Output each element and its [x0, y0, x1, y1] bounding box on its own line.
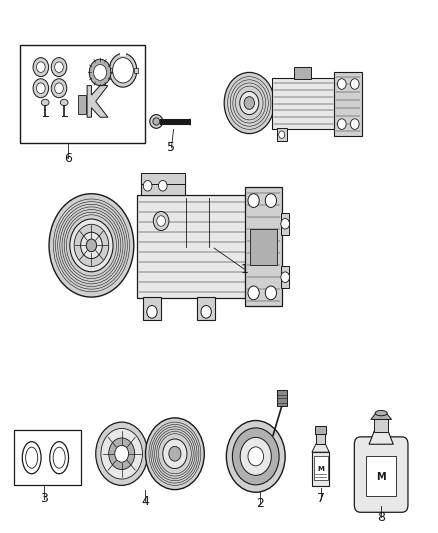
Circle shape	[115, 445, 129, 462]
Circle shape	[94, 64, 106, 80]
Circle shape	[36, 83, 45, 93]
Circle shape	[55, 62, 64, 72]
Text: 4: 4	[141, 495, 149, 508]
Bar	[134, 68, 138, 73]
Bar	[141, 173, 185, 184]
Circle shape	[248, 447, 264, 466]
Bar	[315, 426, 326, 434]
Circle shape	[86, 239, 97, 252]
Circle shape	[89, 59, 111, 86]
Bar	[141, 175, 185, 195]
Circle shape	[74, 224, 109, 266]
Polygon shape	[369, 431, 393, 444]
Circle shape	[265, 286, 276, 300]
Text: 7: 7	[317, 492, 325, 505]
Circle shape	[265, 193, 276, 207]
Circle shape	[226, 421, 285, 492]
Circle shape	[51, 79, 67, 98]
Circle shape	[157, 216, 166, 227]
Bar	[316, 433, 325, 444]
Circle shape	[240, 91, 259, 115]
Bar	[78, 95, 86, 114]
Circle shape	[279, 131, 285, 139]
Bar	[272, 78, 335, 130]
Circle shape	[248, 286, 259, 300]
Text: 2: 2	[256, 497, 264, 511]
Bar	[108, 68, 112, 73]
Text: M: M	[317, 465, 324, 472]
Bar	[314, 456, 328, 480]
Bar	[276, 391, 287, 406]
Circle shape	[33, 58, 49, 77]
Text: 1: 1	[240, 263, 248, 276]
Circle shape	[109, 53, 137, 87]
Circle shape	[101, 429, 142, 479]
Bar	[312, 452, 329, 487]
Circle shape	[113, 58, 134, 83]
Bar	[143, 297, 161, 320]
Polygon shape	[312, 443, 329, 452]
Circle shape	[281, 272, 290, 282]
Ellipse shape	[60, 99, 68, 106]
Ellipse shape	[375, 410, 387, 416]
Bar	[294, 67, 311, 79]
Bar	[374, 419, 388, 432]
Circle shape	[169, 446, 181, 461]
Bar	[20, 45, 145, 142]
Circle shape	[145, 418, 204, 490]
Ellipse shape	[150, 115, 163, 128]
Bar	[198, 297, 215, 320]
Text: 5: 5	[167, 141, 176, 155]
Circle shape	[55, 83, 64, 93]
Text: M: M	[376, 472, 386, 482]
Circle shape	[233, 428, 279, 485]
Circle shape	[36, 62, 45, 72]
Circle shape	[350, 79, 359, 90]
Circle shape	[248, 193, 259, 207]
Text: 6: 6	[64, 152, 72, 165]
Polygon shape	[371, 413, 392, 419]
Circle shape	[109, 438, 134, 470]
Bar	[14, 430, 81, 486]
Polygon shape	[87, 86, 108, 117]
Circle shape	[244, 96, 254, 109]
Circle shape	[281, 219, 290, 229]
Circle shape	[33, 79, 49, 98]
Circle shape	[81, 232, 102, 259]
Circle shape	[51, 58, 67, 77]
Bar	[137, 195, 247, 298]
Circle shape	[338, 79, 346, 90]
Circle shape	[153, 212, 169, 230]
Circle shape	[224, 72, 274, 134]
Ellipse shape	[41, 99, 49, 106]
Circle shape	[96, 422, 148, 486]
Bar	[281, 213, 290, 235]
Circle shape	[240, 438, 271, 475]
Circle shape	[201, 305, 211, 318]
Bar	[276, 128, 287, 141]
Circle shape	[163, 439, 187, 469]
Bar	[245, 188, 282, 306]
Circle shape	[147, 305, 157, 318]
Circle shape	[143, 181, 152, 191]
Circle shape	[350, 119, 359, 130]
Bar	[367, 456, 396, 496]
Bar	[250, 229, 276, 264]
Ellipse shape	[153, 118, 160, 125]
Circle shape	[49, 193, 134, 297]
Text: 3: 3	[40, 492, 48, 505]
FancyBboxPatch shape	[354, 437, 408, 512]
Bar	[281, 266, 290, 288]
Circle shape	[70, 219, 113, 272]
Circle shape	[159, 181, 167, 191]
Circle shape	[338, 119, 346, 130]
Bar	[120, 51, 127, 55]
Bar	[334, 72, 362, 136]
Text: 8: 8	[377, 511, 385, 523]
